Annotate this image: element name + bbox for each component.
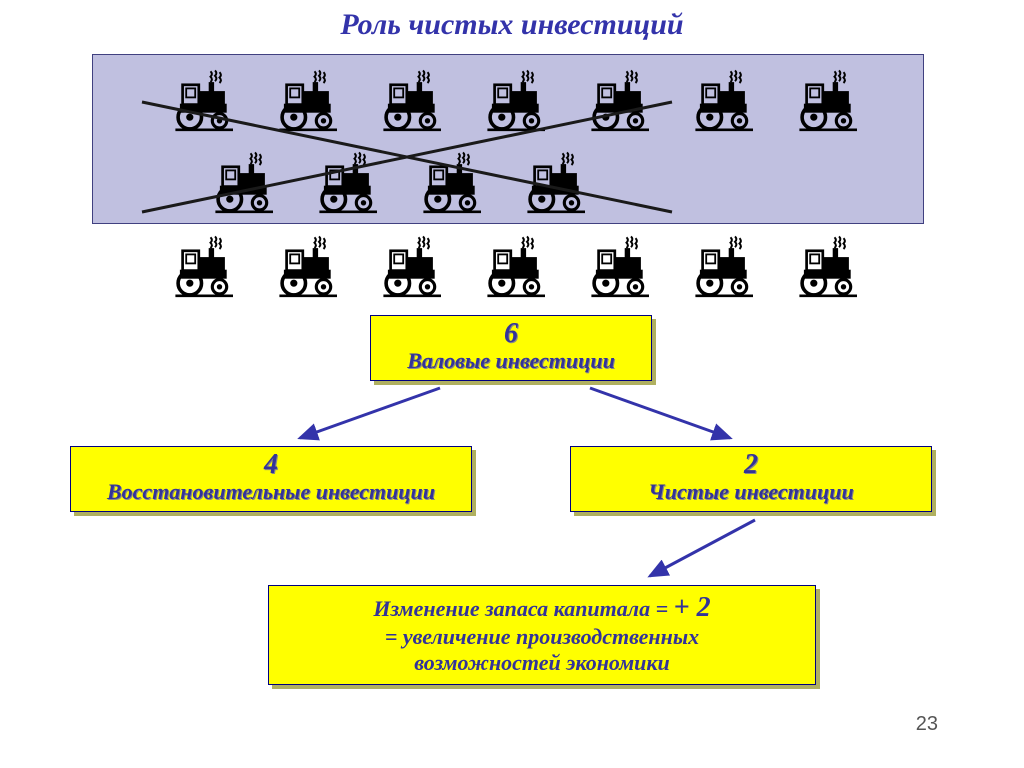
- tractor-icon: [274, 68, 346, 134]
- tractor-icon: [586, 68, 658, 134]
- tractor-icon: [522, 150, 594, 216]
- tractor-icon: [586, 234, 658, 300]
- box-replacement-investment: 4 Восстановительные инвестиции: [70, 446, 472, 512]
- bottom-line1: Изменение запаса капитала = + 2: [277, 592, 807, 624]
- tractor-icon: [378, 234, 450, 300]
- tractor-row-1: [170, 68, 866, 139]
- tractor-item: [378, 68, 450, 139]
- box-label: Восстановительные инвестиции: [71, 479, 471, 505]
- bottom-line2: = увеличение производственных: [277, 624, 807, 650]
- tractor-item: [794, 68, 866, 139]
- tractor-icon: [378, 68, 450, 134]
- tractor-item: [418, 150, 490, 221]
- tractor-item: [378, 234, 450, 305]
- box-label: Валовые инвестиции: [371, 348, 651, 374]
- tractor-icon: [794, 68, 866, 134]
- tractor-icon: [418, 150, 490, 216]
- tractor-row-2: [210, 150, 594, 221]
- tractor-icon: [794, 234, 866, 300]
- box-capital-change: Изменение запаса капитала = + 2 = увелич…: [268, 585, 816, 685]
- tractor-item: [586, 234, 658, 305]
- box-num: 4: [71, 449, 471, 481]
- box-num: 2: [571, 449, 931, 481]
- box-label: Чистые инвестиции: [571, 479, 931, 505]
- tractor-icon: [274, 234, 346, 300]
- tractor-icon: [482, 234, 554, 300]
- tractor-icon: [690, 234, 762, 300]
- tractor-item: [210, 150, 282, 221]
- page-number: 23: [916, 713, 938, 736]
- tractor-item: [274, 234, 346, 305]
- tractor-item: [794, 234, 866, 305]
- box-net-investment: 2 Чистые инвестиции: [570, 446, 932, 512]
- tractor-row-3: [170, 234, 866, 305]
- tractor-icon: [170, 68, 242, 134]
- tractor-icon: [314, 150, 386, 216]
- tractor-item: [314, 150, 386, 221]
- tractor-item: [482, 68, 554, 139]
- box-gross-investment: 6 Валовые инвестиции: [370, 315, 652, 381]
- tractor-item: [170, 234, 242, 305]
- tractor-icon: [690, 68, 762, 134]
- bottom-line3: возможностей экономики: [277, 650, 807, 676]
- tractor-item: [586, 68, 658, 139]
- tractor-icon: [482, 68, 554, 134]
- tractor-icon: [170, 234, 242, 300]
- tractor-item: [690, 68, 762, 139]
- tractor-item: [170, 68, 242, 139]
- bottom-line1-value: + 2: [674, 592, 711, 623]
- tractor-item: [522, 150, 594, 221]
- tractor-icon: [210, 150, 282, 216]
- tractor-item: [690, 234, 762, 305]
- tractor-item: [482, 234, 554, 305]
- box-num: 6: [371, 318, 651, 350]
- slide-title: Роль чистых инвестиций: [0, 8, 1024, 42]
- bottom-line1-text: Изменение запаса капитала =: [373, 596, 673, 621]
- tractor-item: [274, 68, 346, 139]
